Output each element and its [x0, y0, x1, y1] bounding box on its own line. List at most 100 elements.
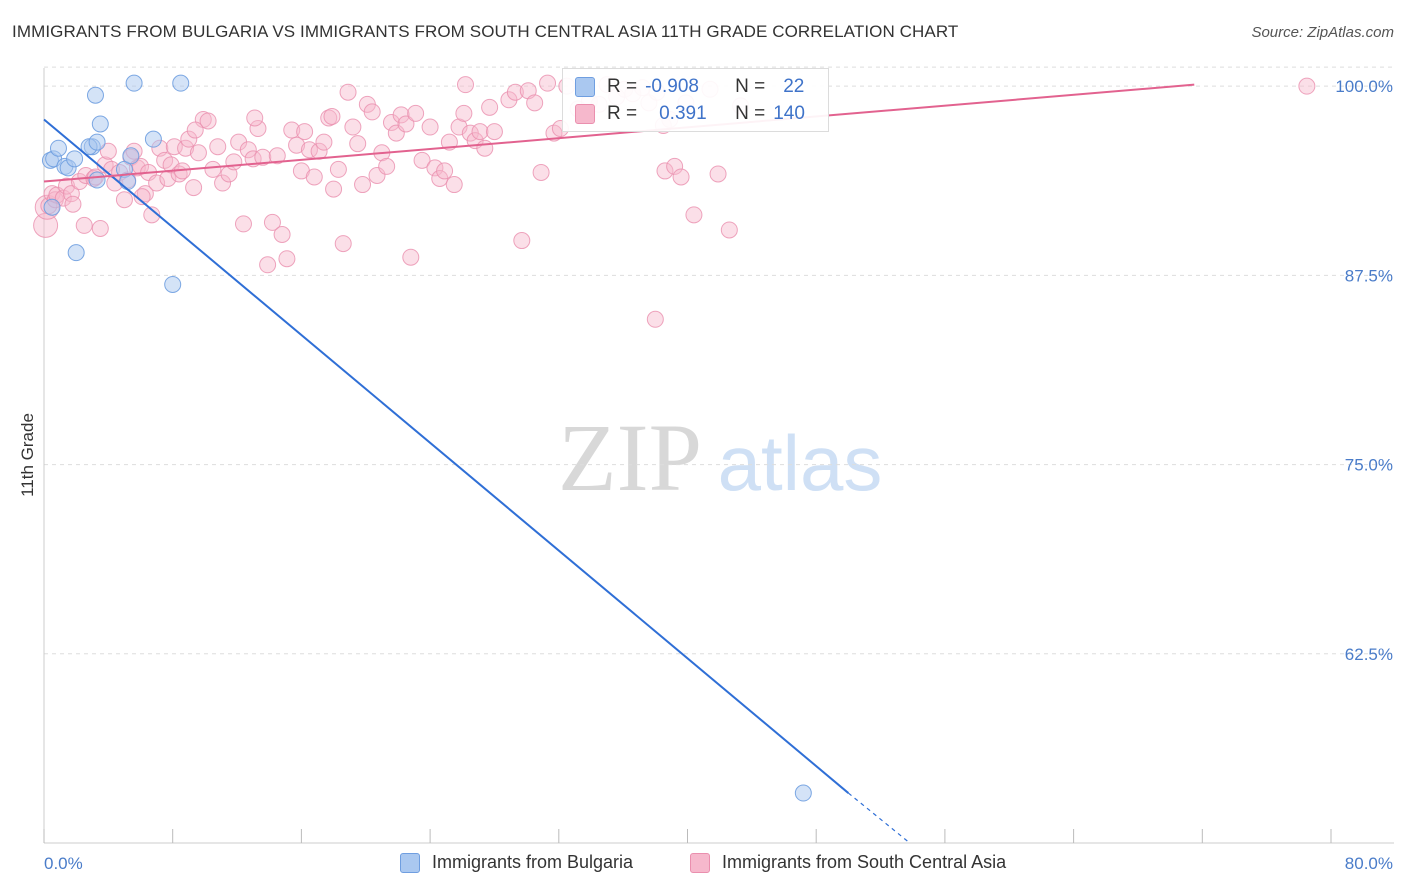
data-point-south-central-asia: [1298, 77, 1316, 95]
data-point-south-central-asia: [685, 206, 703, 224]
data-point-bulgaria: [66, 150, 84, 168]
r-value: -0.908: [645, 76, 699, 97]
data-point-south-central-asia: [263, 213, 281, 231]
data-point-south-central-asia: [392, 106, 410, 124]
legend-row-bulgaria: R = -0.908 N = 22: [575, 73, 804, 101]
watermark-zip: ZIP: [558, 404, 702, 511]
data-point-bulgaria: [144, 130, 162, 148]
data-point-south-central-asia: [436, 162, 454, 180]
data-point-south-central-asia: [268, 147, 286, 165]
legend-swatch-blue: [575, 77, 595, 97]
x-tick-label: 80.0%: [1345, 854, 1393, 873]
data-point-south-central-asia: [709, 165, 727, 183]
correlation-legend: R = -0.908 N = 22 R = 0.391 N = 140: [562, 68, 829, 132]
data-point-south-central-asia: [209, 138, 227, 156]
trend-line-bulgaria: [43, 118, 850, 794]
data-point-bulgaria: [122, 147, 140, 165]
data-point-bulgaria: [86, 86, 104, 104]
data-point-south-central-asia: [115, 191, 133, 209]
n-label: N =: [735, 76, 766, 97]
data-point-south-central-asia: [148, 174, 166, 192]
data-point-south-central-asia: [278, 250, 296, 268]
data-point-bulgaria: [67, 244, 85, 262]
data-point-south-central-asia: [288, 136, 306, 154]
data-point-south-central-asia: [91, 219, 109, 237]
legend-item-south-central-asia[interactable]: Immigrants from South Central Asia: [690, 852, 1006, 873]
data-point-south-central-asia: [75, 216, 93, 234]
data-point-south-central-asia: [656, 162, 674, 180]
data-point-south-central-asia: [378, 157, 396, 175]
data-point-south-central-asia: [239, 141, 257, 159]
data-point-south-central-asia: [354, 176, 372, 194]
data-point-south-central-asia: [143, 206, 161, 224]
y-tick-label: 100.0%: [1335, 77, 1393, 96]
axes: [43, 68, 1394, 844]
data-point-south-central-asia: [349, 135, 367, 153]
data-point-bulgaria: [125, 74, 143, 92]
legend-row-south-central-asia: R = 0.391 N = 140: [575, 100, 805, 128]
data-point-south-central-asia: [421, 118, 439, 136]
data-point-south-central-asia: [471, 123, 489, 141]
data-point-south-central-asia: [259, 256, 277, 274]
y-tick-label: 87.5%: [1345, 266, 1393, 285]
data-point-south-central-asia: [363, 103, 381, 121]
data-point-south-central-asia: [666, 157, 684, 175]
data-point-south-central-asia: [485, 123, 503, 141]
r-label: R =: [607, 76, 638, 97]
data-point-south-central-asia: [413, 151, 431, 169]
chart-title: IMMIGRANTS FROM BULGARIA VS IMMIGRANTS F…: [12, 22, 959, 41]
legend-label-bulgaria: Immigrants from Bulgaria: [432, 852, 634, 872]
legend-swatch-pink: [575, 104, 595, 124]
data-point-south-central-asia: [506, 83, 524, 101]
series-bulgaria-points: [41, 74, 812, 802]
n-value: 140: [773, 103, 805, 124]
trend-line-bulgaria-extension: [847, 792, 909, 842]
trend-line-south-central-asia: [43, 83, 1195, 183]
data-point-south-central-asia: [254, 148, 272, 166]
data-point-south-central-asia: [325, 180, 343, 198]
bottom-legend: Immigrants from Bulgaria Immigrants from…: [0, 852, 1406, 876]
data-point-south-central-asia: [539, 74, 557, 92]
data-point-south-central-asia: [273, 226, 291, 244]
data-point-south-central-asia: [246, 109, 264, 127]
data-point-bulgaria: [43, 198, 61, 216]
data-point-south-central-asia: [305, 168, 323, 186]
data-point-south-central-asia: [283, 121, 301, 139]
data-point-south-central-asia: [426, 159, 444, 177]
r-label: R =: [607, 103, 638, 124]
n-value: 22: [783, 76, 805, 97]
data-point-south-central-asia: [456, 76, 474, 94]
data-point-south-central-asia: [204, 160, 222, 178]
legend-label-south-central-asia: Immigrants from South Central Asia: [722, 852, 1007, 872]
data-point-south-central-asia: [249, 120, 267, 138]
data-point-south-central-asia: [177, 139, 195, 157]
data-point-bulgaria: [794, 784, 812, 802]
legend-swatch-blue: [400, 852, 420, 873]
data-point-bulgaria: [172, 74, 190, 92]
data-point-south-central-asia: [339, 83, 357, 101]
source-label: Source: ZipAtlas.com: [1251, 24, 1394, 41]
data-point-south-central-asia: [189, 144, 207, 162]
data-point-south-central-asia: [646, 310, 664, 328]
data-point-south-central-asia: [214, 174, 232, 192]
data-point-bulgaria: [91, 115, 109, 133]
data-point-bulgaria: [88, 171, 106, 189]
data-point-south-central-asia: [476, 139, 494, 157]
data-point-bulgaria: [49, 139, 67, 157]
y-tick-labels: 100.0% 87.5% 75.0% 62.5%: [1335, 77, 1393, 664]
data-point-south-central-asia: [64, 195, 82, 213]
n-label: N =: [735, 103, 766, 124]
legend-swatch-pink: [690, 852, 710, 873]
data-point-south-central-asia: [329, 160, 347, 178]
zipatlas-watermark: ZIP atlas: [558, 404, 882, 511]
legend-item-bulgaria[interactable]: Immigrants from Bulgaria: [400, 852, 633, 873]
data-point-south-central-asia: [672, 168, 690, 186]
data-point-south-central-asia: [133, 188, 151, 206]
x-tick-label: 0.0%: [44, 854, 83, 873]
data-point-south-central-asia: [315, 133, 333, 151]
trend-lines: [43, 83, 1195, 842]
data-point-south-central-asia: [225, 153, 243, 171]
data-point-south-central-asia: [234, 215, 252, 233]
watermark-atlas: atlas: [718, 419, 883, 507]
